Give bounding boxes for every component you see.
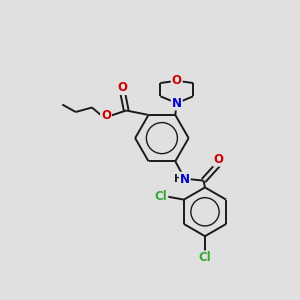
Text: O: O (213, 153, 224, 166)
Text: Cl: Cl (199, 251, 212, 264)
Text: O: O (118, 81, 128, 94)
Text: N: N (180, 172, 190, 186)
Text: H: H (174, 174, 183, 184)
Text: O: O (172, 74, 182, 87)
Text: Cl: Cl (154, 190, 167, 203)
Text: N: N (172, 97, 182, 110)
Text: O: O (101, 109, 111, 122)
